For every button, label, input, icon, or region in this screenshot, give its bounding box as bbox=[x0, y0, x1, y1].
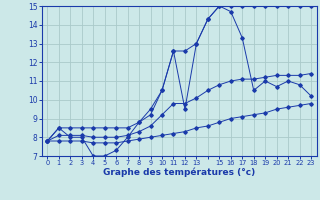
X-axis label: Graphe des températures (°c): Graphe des températures (°c) bbox=[103, 168, 255, 177]
